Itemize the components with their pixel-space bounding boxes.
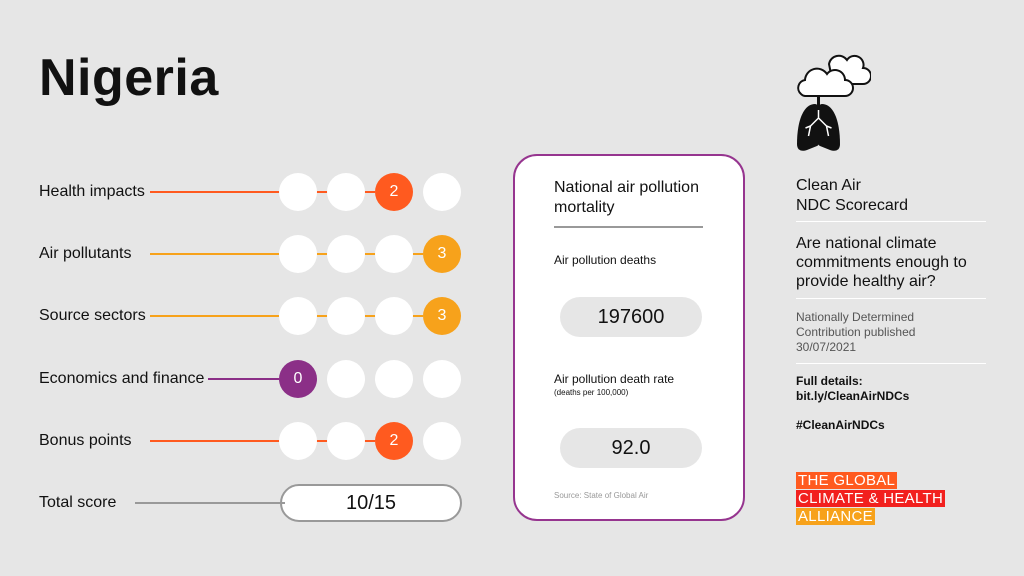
- category-label: Air pollutants: [39, 245, 136, 263]
- ndc-publication-info: Nationally Determined Contribution publi…: [796, 310, 986, 355]
- empty-score-dot: [279, 422, 317, 460]
- divider: [554, 226, 703, 228]
- scorecard-heading: Clean Air NDC Scorecard: [796, 176, 986, 216]
- mortality-card: National air pollution mortality Air pol…: [513, 154, 745, 521]
- category-label: Health impacts: [39, 183, 149, 201]
- category-label: Bonus points: [39, 432, 136, 450]
- connector-line: [150, 440, 375, 442]
- connector-line: [135, 502, 285, 504]
- empty-score-dot: [423, 173, 461, 211]
- question-text: Are national climate commitments enough …: [796, 235, 967, 290]
- divider: [796, 363, 986, 364]
- empty-score-dot: [327, 173, 365, 211]
- rate-label: Air pollution death rate: [554, 372, 675, 386]
- score-marker: 2: [375, 422, 413, 460]
- alliance-logo: THE GLOBAL CLIMATE & HEALTH ALLIANCE: [796, 472, 986, 526]
- empty-score-dot: [375, 360, 413, 398]
- details-label: Full details:: [796, 374, 863, 388]
- empty-score-dot: [279, 173, 317, 211]
- score-marker: 2: [375, 173, 413, 211]
- total-score-value: 10/15: [280, 484, 462, 522]
- rate-unit: (deaths per 100,000): [554, 388, 629, 397]
- score-marker: 0: [279, 360, 317, 398]
- ndc-date: 30/07/2021: [796, 340, 857, 354]
- cloud-lungs-icon: [797, 54, 871, 151]
- empty-score-dot: [375, 235, 413, 273]
- category-row: Health impacts 2: [0, 172, 480, 212]
- empty-score-dot: [327, 360, 365, 398]
- ndc-line-1: Nationally Determined: [796, 310, 915, 324]
- heading-line-2: NDC Scorecard: [796, 197, 909, 214]
- category-label: Economics and finance: [39, 370, 209, 388]
- connector-line: [150, 378, 279, 380]
- logo-line-3: ALLIANCE: [796, 508, 875, 525]
- logo-line-2: CLIMATE & HEALTH: [796, 490, 946, 507]
- empty-score-dot: [423, 360, 461, 398]
- source-note: Source: State of Global Air: [554, 491, 649, 500]
- connector-line: [150, 191, 375, 193]
- category-label: Source sectors: [39, 307, 150, 325]
- deaths-value: 197600: [560, 297, 702, 337]
- category-row: Bonus points 2: [0, 421, 480, 461]
- empty-score-dot: [279, 235, 317, 273]
- details-link[interactable]: bit.ly/CleanAirNDCs: [796, 389, 910, 403]
- deaths-label: Air pollution deaths: [554, 253, 657, 267]
- total-score-row: Total score: [0, 483, 480, 523]
- empty-score-dot: [327, 235, 365, 273]
- divider: [796, 221, 986, 222]
- ndc-line-2: Contribution published: [796, 325, 916, 339]
- rate-value: 92.0: [560, 428, 702, 468]
- page-title: Nigeria: [39, 49, 219, 107]
- card-title: National air pollution mortality: [554, 179, 699, 216]
- empty-score-dot: [327, 297, 365, 335]
- score-marker: 3: [423, 235, 461, 273]
- category-row: Source sectors 3: [0, 296, 480, 336]
- score-marker: 3: [423, 297, 461, 335]
- logo-line-1: THE GLOBAL: [796, 472, 898, 489]
- empty-score-dot: [279, 297, 317, 335]
- total-score-label: Total score: [39, 494, 121, 512]
- hashtag: #CleanAirNDCs: [796, 418, 885, 432]
- divider: [796, 298, 986, 299]
- empty-score-dot: [423, 422, 461, 460]
- category-row: Economics and finance 0: [0, 359, 480, 399]
- empty-score-dot: [375, 297, 413, 335]
- category-row: Air pollutants 3: [0, 234, 480, 274]
- heading-line-1: Clean Air: [796, 177, 861, 194]
- empty-score-dot: [327, 422, 365, 460]
